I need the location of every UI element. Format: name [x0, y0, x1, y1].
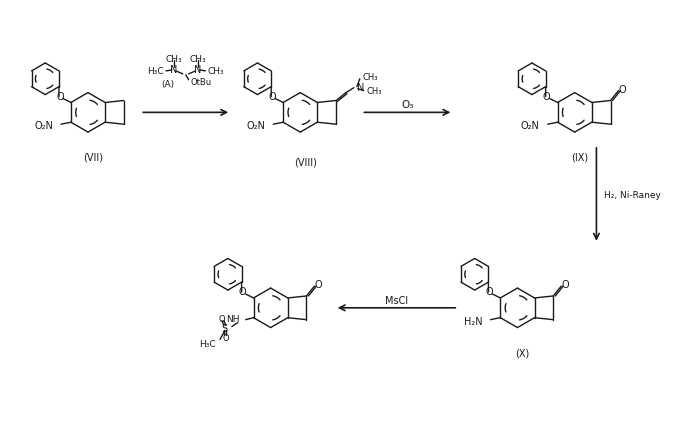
Text: N: N: [357, 82, 364, 92]
Text: (VIII): (VIII): [294, 158, 316, 168]
Text: CH₃: CH₃: [367, 87, 382, 96]
Text: OtBu: OtBu: [191, 78, 212, 87]
Text: O: O: [562, 279, 569, 289]
Text: O: O: [239, 286, 246, 296]
Text: N: N: [194, 65, 201, 75]
Text: H₂N: H₂N: [464, 316, 483, 326]
Text: O: O: [485, 286, 494, 296]
Text: H₃C: H₃C: [200, 339, 216, 348]
Text: O: O: [223, 333, 230, 342]
Text: CH₃: CH₃: [363, 73, 378, 82]
Text: (X): (X): [515, 348, 530, 358]
Text: O: O: [56, 91, 64, 101]
Text: O: O: [619, 85, 626, 95]
Text: O₂N: O₂N: [34, 121, 53, 131]
Text: O₂N: O₂N: [246, 121, 265, 131]
Text: (VII): (VII): [83, 152, 103, 162]
Text: CH₃: CH₃: [189, 54, 206, 63]
Text: (A): (A): [162, 80, 175, 89]
Text: O: O: [314, 279, 322, 289]
Text: H₂, Ni-Raney: H₂, Ni-Raney: [604, 191, 661, 199]
Text: H₃C: H₃C: [147, 67, 164, 76]
Text: O₃: O₃: [401, 100, 414, 110]
Text: O: O: [543, 91, 551, 101]
Text: S: S: [222, 323, 228, 333]
Text: O₂N: O₂N: [521, 121, 540, 131]
Text: CH₃: CH₃: [208, 67, 224, 76]
Text: NH: NH: [226, 315, 240, 323]
Text: O: O: [219, 315, 225, 323]
Text: MsCl: MsCl: [385, 295, 408, 305]
Text: CH₃: CH₃: [166, 54, 182, 63]
Text: N: N: [170, 65, 178, 75]
Text: (IX): (IX): [571, 152, 588, 162]
Text: O: O: [268, 91, 276, 101]
